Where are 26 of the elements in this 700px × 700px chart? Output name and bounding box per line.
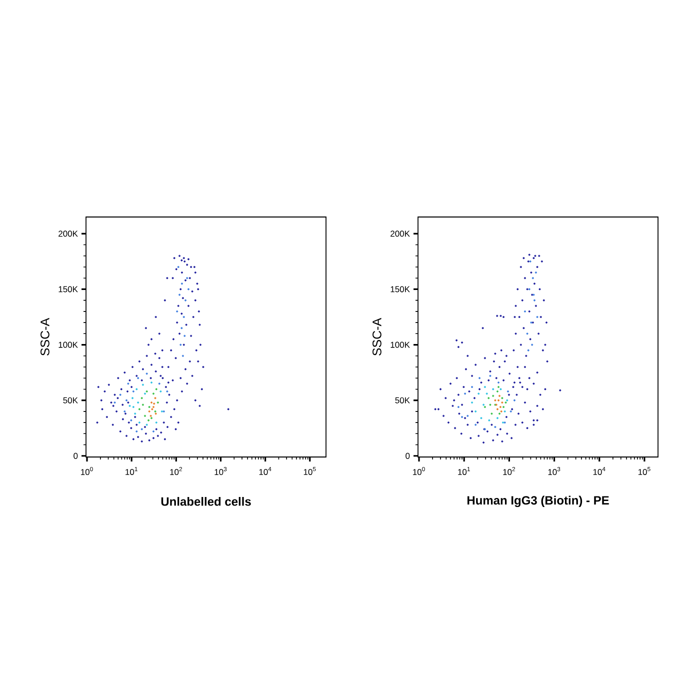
y-tick-label: 0 xyxy=(74,452,78,459)
x-tick-label: 10$^{2}$ xyxy=(170,467,182,476)
y-axis-title: SSC-A xyxy=(372,318,382,356)
y-axis-title: SSC-A xyxy=(40,318,50,356)
x-tick-label: 10$^{2}$ xyxy=(503,467,516,476)
x-tick-label: 10$^{3}$ xyxy=(548,467,560,476)
x-tick-label: 10$^{0}$ xyxy=(413,467,425,476)
y-tick-label: 200K xyxy=(390,230,410,237)
y-tick-label: 50K xyxy=(395,397,410,404)
x-tick-label: 10$^{1}$ xyxy=(458,467,470,475)
y-tick-label: 100K xyxy=(58,342,78,348)
y-tick-label: 0 xyxy=(406,452,410,459)
y-tick-label: 100K xyxy=(390,342,410,348)
x-tick-label: 10$^{1}$ xyxy=(126,467,138,475)
y-tick-label: 150K xyxy=(58,286,78,292)
x-tick-label: 10$^{0}$ xyxy=(81,467,93,476)
y-tick-label: 50K xyxy=(63,397,78,404)
y-tick-label: 150K xyxy=(390,286,410,292)
x-tick-label: 10$^{4}$ xyxy=(593,467,606,475)
x-axis-title: Unlabelled cells xyxy=(161,496,251,506)
y-tick-label: 200K xyxy=(58,230,78,237)
x-tick-label: 10$^{3}$ xyxy=(214,467,227,476)
x-tick-label: 10$^{4}$ xyxy=(259,467,272,475)
x-axis-title: Human IgG3 (Biotin) - PE xyxy=(467,496,609,508)
x-tick-label: 10$^{5}$ xyxy=(638,467,650,475)
x-tick-label: 10$^{5}$ xyxy=(304,467,316,475)
